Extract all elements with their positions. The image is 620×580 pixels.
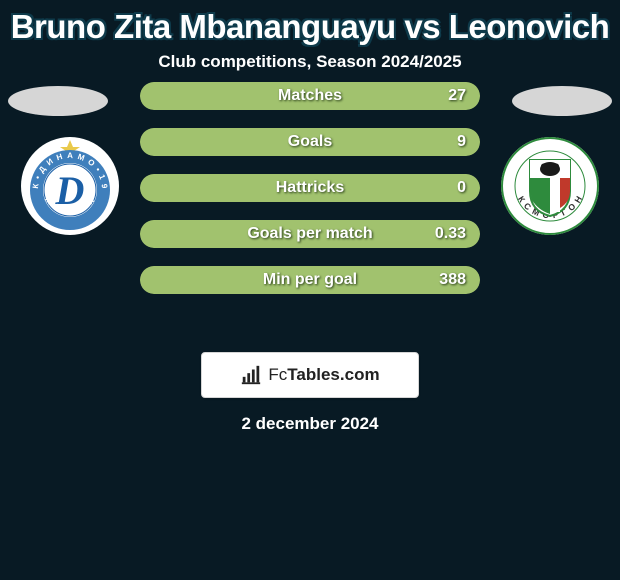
- smorgon-crest-icon: Ф К С М О Р Г О Н Ь: [500, 136, 600, 236]
- brand-text: FcTables.com: [268, 365, 379, 385]
- stat-label: Matches: [140, 87, 480, 105]
- stat-value: 27: [448, 87, 466, 105]
- page-title: Bruno Zita Mbananguayu vs Leonovich: [0, 8, 620, 46]
- stats-container: D • Ф К • Д И Н А М О • 1 9 2 7 М И Н С …: [0, 92, 620, 352]
- stat-label: Goals: [140, 133, 480, 151]
- club-badge-right: Ф К С М О Р Г О Н Ь: [500, 136, 600, 236]
- player-right-ellipse: [512, 86, 612, 116]
- brand-prefix: Fc: [268, 365, 287, 384]
- date-text: 2 december 2024: [0, 414, 620, 434]
- player-left-ellipse: [8, 86, 108, 116]
- stat-label: Hattricks: [140, 179, 480, 197]
- brand-footer-box: FcTables.com: [201, 352, 419, 398]
- stat-row: Hattricks0: [140, 174, 480, 202]
- brand-suffix: Tables.com: [287, 365, 379, 384]
- stat-value: 9: [457, 133, 466, 151]
- page-subtitle: Club competitions, Season 2024/2025: [0, 52, 620, 72]
- stat-row: Min per goal388: [140, 266, 480, 294]
- stat-row: Goals9: [140, 128, 480, 156]
- stat-rows: Matches27 Goals9 Hattricks0 Goals per match…: [140, 82, 480, 312]
- stat-label: Min per goal: [140, 271, 480, 289]
- stat-value: 0.33: [435, 225, 466, 243]
- stat-value: 388: [439, 271, 466, 289]
- stat-label: Goals per match: [140, 225, 480, 243]
- club-badge-left: D • Ф К • Д И Н А М О • 1 9 2 7 М И Н С …: [20, 136, 120, 236]
- stat-row: Matches27: [140, 82, 480, 110]
- stat-value: 0: [457, 179, 466, 197]
- bar-chart-icon: [240, 364, 262, 386]
- stat-row: Goals per match0.33: [140, 220, 480, 248]
- dinamo-minsk-crest-icon: D • Ф К • Д И Н А М О • 1 9 2 7 М И Н С …: [20, 136, 120, 236]
